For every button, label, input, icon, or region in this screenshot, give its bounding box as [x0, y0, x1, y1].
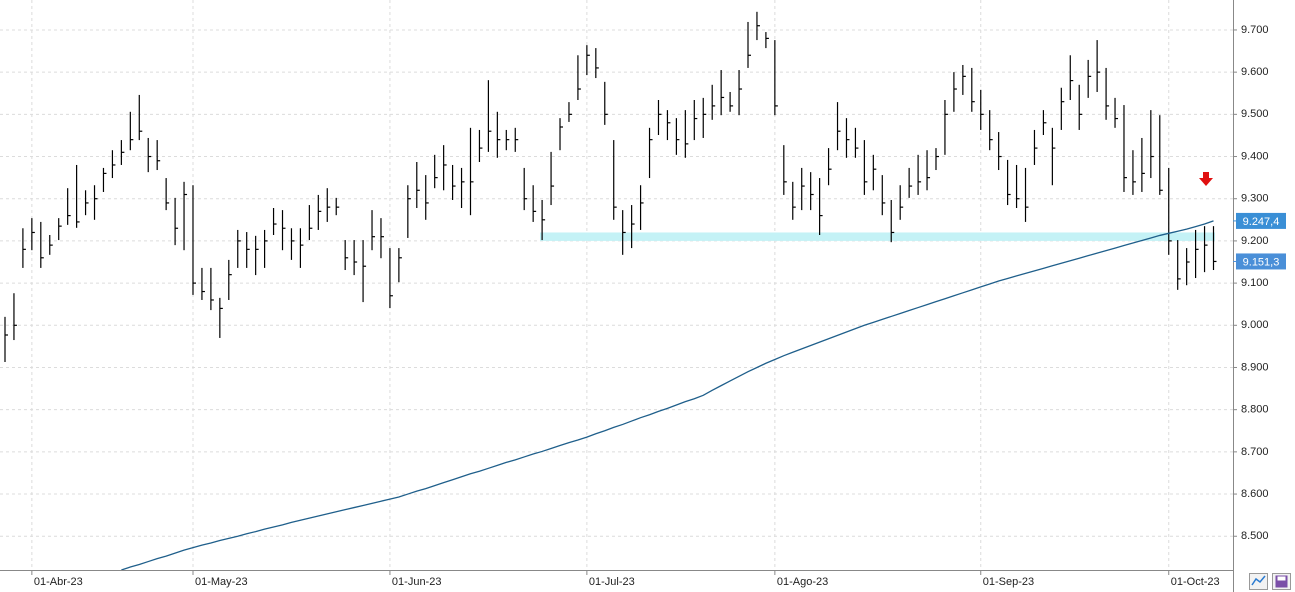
- y-tick-label: 9.400: [1241, 150, 1269, 162]
- x-tick-label: 01-Oct-23: [1171, 576, 1220, 588]
- axes: 8.500 8.600 8.700 8.800 8.900 9.000 9.100 9.200…: [31, 24, 1286, 588]
- y-tick-label: 9.000: [1241, 319, 1269, 331]
- y-tick-label: 8.800: [1241, 404, 1269, 416]
- y-tick-label: 9.200: [1241, 235, 1269, 247]
- y-tick-label: 9.600: [1241, 66, 1269, 78]
- button-icon: [1251, 575, 1266, 586]
- y-tick-label: 9.100: [1241, 277, 1269, 289]
- save-button[interactable]: [1272, 573, 1291, 590]
- y-tick-label: 9.700: [1241, 24, 1269, 36]
- x-tick-label: 01-Abr-23: [34, 576, 83, 588]
- y-tick-label: 8.600: [1241, 488, 1269, 500]
- moving-average-line: [121, 220, 1214, 571]
- zoom-button[interactable]: [1249, 573, 1268, 590]
- down-arrow-icon: [1199, 172, 1213, 186]
- x-tick-label: 01-Jun-23: [392, 576, 442, 588]
- y-tick-label: 8.900: [1241, 361, 1269, 373]
- price-label-box: [1236, 253, 1286, 270]
- y-tick-label: 9.500: [1241, 108, 1269, 120]
- y-tick-label: 8.500: [1241, 530, 1269, 542]
- price-label: 9.151,3: [1243, 256, 1280, 268]
- x-tick-label: 01-May-23: [195, 576, 248, 588]
- y-tick-label: 9.300: [1241, 193, 1269, 205]
- support-band: [540, 232, 1215, 241]
- y-tick-label: 8.700: [1241, 446, 1269, 458]
- x-tick-label: 01-Ago-23: [777, 576, 828, 588]
- plot: [4, 11, 1217, 571]
- button-icon: [1277, 576, 1286, 581]
- price-label-box: [1236, 212, 1286, 229]
- price-label: 9.247,4: [1243, 216, 1280, 228]
- x-tick-label: 01-Sep-23: [983, 576, 1034, 588]
- x-tick-label: 01-Jul-23: [589, 576, 635, 588]
